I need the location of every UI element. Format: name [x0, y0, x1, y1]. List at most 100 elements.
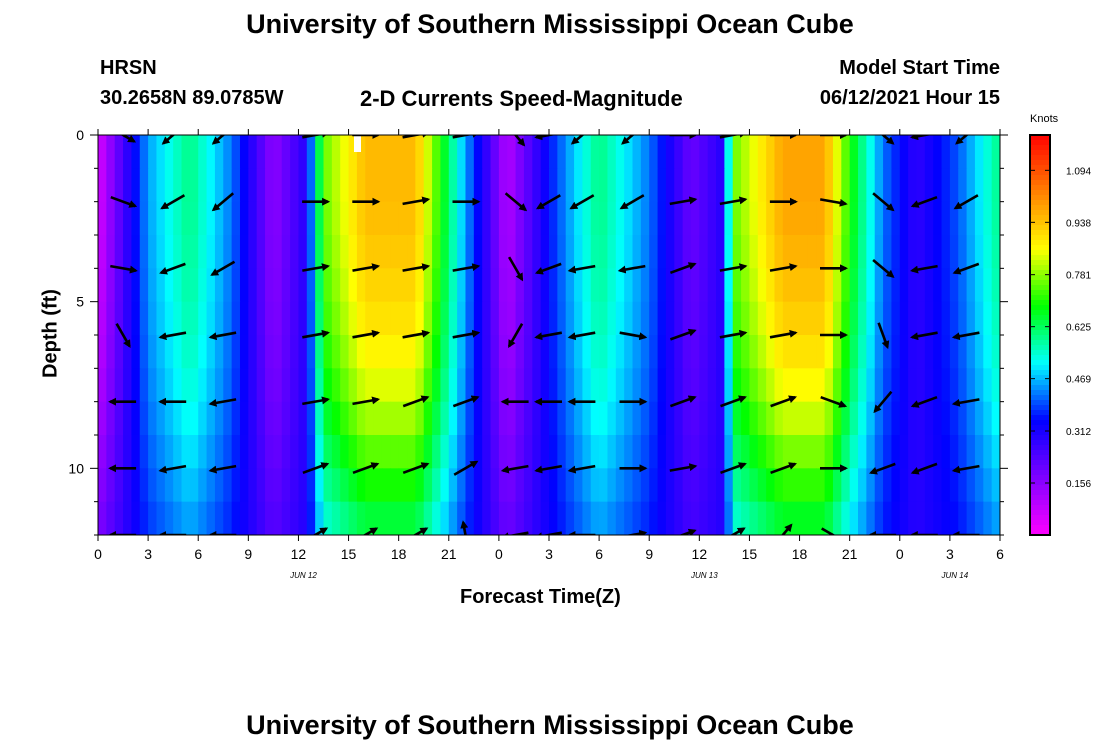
heatmap-cell [732, 201, 742, 236]
heatmap-cell [490, 301, 500, 336]
heatmap-cell [624, 501, 634, 535]
heatmap-cell [373, 368, 383, 403]
heatmap-cell [741, 368, 751, 403]
current-vector-arrow [402, 196, 431, 206]
heatmap-cell [665, 235, 675, 269]
heatmap-cell [331, 501, 341, 535]
heatmap-cell [173, 301, 183, 336]
heatmap-cell [440, 135, 450, 169]
heatmap-cell [983, 435, 993, 469]
heatmap-cell [131, 335, 141, 369]
heatmap-cell [682, 468, 692, 503]
heatmap-cell [331, 168, 341, 203]
heatmap-cell [281, 168, 291, 203]
heatmap-cell [665, 468, 675, 503]
heatmap-cell [933, 135, 943, 169]
heatmap-cell [98, 168, 107, 203]
heatmap-cell [941, 168, 951, 203]
heatmap-cell [415, 468, 425, 503]
heatmap-cell [340, 201, 350, 236]
heatmap-cell [924, 201, 934, 236]
heatmap-cell [799, 268, 809, 303]
heatmap-cell [974, 235, 984, 269]
heatmap-cell [365, 135, 375, 169]
heatmap-cell [164, 235, 174, 269]
heatmap-cell [883, 401, 893, 436]
heatmap-cell [849, 401, 859, 436]
heatmap-cell [916, 235, 926, 269]
heatmap-cell [557, 501, 567, 535]
x-tick-label: 9 [244, 546, 252, 562]
heatmap-cell [156, 435, 166, 469]
heatmap-cell [532, 501, 542, 535]
heatmap-cell [306, 368, 316, 403]
heatmap-cell [549, 268, 558, 303]
heatmap-cell [858, 168, 867, 203]
heatmap-cell [340, 468, 350, 503]
heatmap-cell [832, 168, 842, 203]
heatmap-cell [482, 135, 492, 169]
current-vectors [108, 135, 980, 535]
heatmap-cell [523, 135, 533, 169]
heatmap-cell [106, 501, 116, 535]
heatmap-cell [465, 168, 475, 203]
heatmap-cell [590, 368, 600, 403]
heatmap-cell [590, 501, 600, 535]
heatmap-cell [908, 335, 918, 369]
heatmap-cell [181, 368, 191, 403]
heatmap-cell [106, 401, 116, 436]
heatmap-cell [356, 135, 366, 169]
heatmap-cell [974, 501, 984, 535]
heatmap-cell [214, 235, 224, 269]
heatmap-cell [532, 235, 542, 269]
heatmap-cell [248, 501, 258, 535]
colorbar-band [1030, 415, 1050, 421]
heatmap-cell [858, 235, 867, 269]
heatmap-cell [298, 201, 308, 236]
heatmap-cell [874, 368, 884, 403]
colorbar-band [1030, 235, 1050, 241]
heatmap-cell [958, 135, 968, 169]
heatmap-cell [281, 335, 291, 369]
colorbar-tick-label: 0.781 [1066, 271, 1091, 282]
heatmap-cell [741, 335, 751, 369]
heatmap-cell [440, 301, 450, 336]
heatmap-cell [98, 268, 107, 303]
heatmap-cell [741, 401, 751, 436]
heatmap-cell [665, 301, 675, 336]
heatmap-cell [148, 168, 158, 203]
heatmap-cell [98, 501, 107, 535]
heatmap-cell [782, 201, 792, 236]
heatmap-cell [465, 335, 475, 369]
heatmap-cells [98, 135, 1000, 535]
heatmap-cell [323, 201, 333, 236]
heatmap-cell [256, 401, 266, 436]
heatmap-cell [407, 335, 416, 369]
heatmap-cell [924, 501, 934, 535]
colorbar-band [1030, 180, 1050, 186]
heatmap-cell [574, 368, 584, 403]
heatmap-cell [699, 201, 709, 236]
current-vector-arrow [872, 259, 895, 278]
heatmap-cell [557, 235, 567, 269]
heatmap-cell [390, 135, 400, 169]
colorbar-frame [1029, 134, 1051, 536]
heatmap-cell [432, 501, 442, 535]
heatmap-cell [356, 235, 366, 269]
heatmap-cell [724, 201, 734, 236]
current-vector-arrow [302, 329, 330, 339]
heatmap-cell [482, 368, 492, 403]
heatmap-cell [649, 368, 659, 403]
heatmap-cell [791, 501, 801, 535]
heatmap-cell [832, 201, 842, 236]
heatmap-cell [457, 368, 467, 403]
heatmap-cell [473, 168, 483, 203]
heatmap-cell [649, 435, 659, 469]
heatmap-cell [607, 168, 617, 203]
heatmap-cell [390, 435, 400, 469]
heatmap-cell [448, 301, 458, 336]
heatmap-cell [699, 501, 709, 535]
heatmap-cell [657, 401, 667, 436]
heatmap-cell [949, 501, 959, 535]
heatmap-cell [265, 401, 274, 436]
